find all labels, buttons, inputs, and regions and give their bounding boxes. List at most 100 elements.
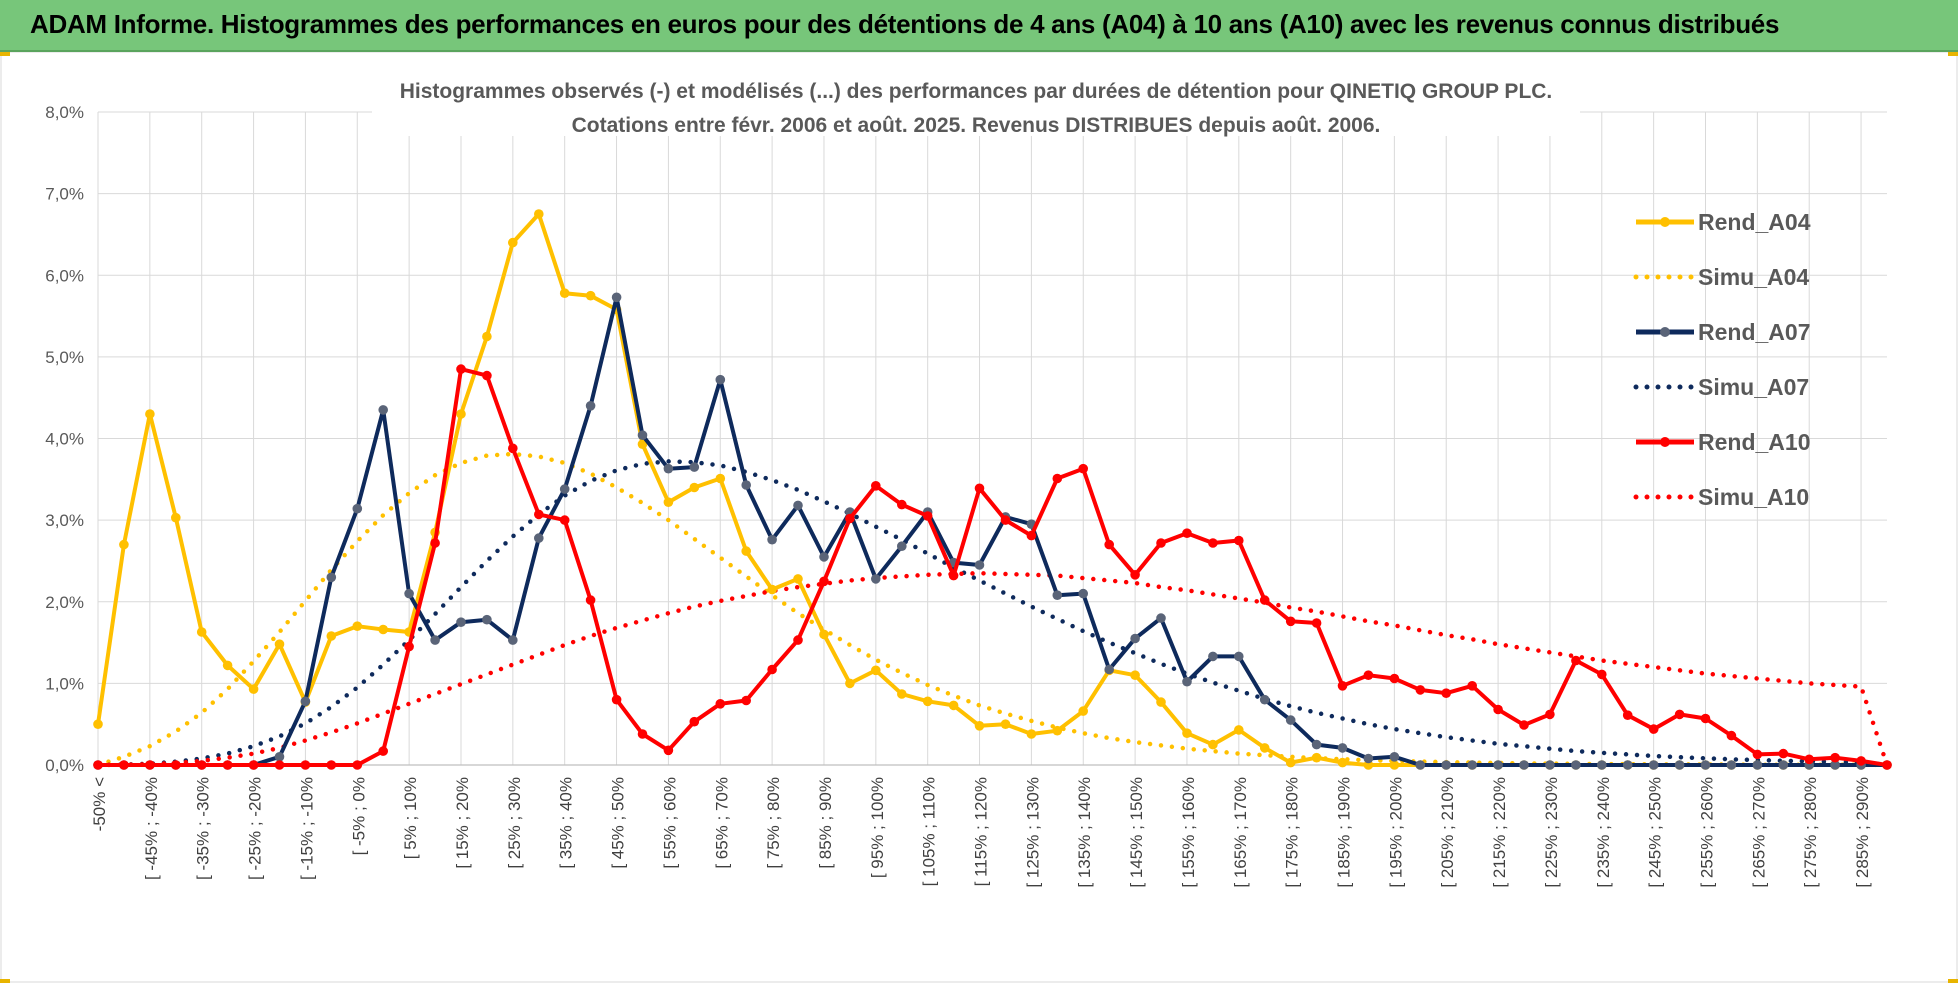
data-point-rend-a10 xyxy=(689,716,700,727)
y-tick-label: 0,0% xyxy=(45,756,84,775)
data-point-rend-a07 xyxy=(585,401,596,411)
data-point-rend-a10 xyxy=(1467,681,1477,691)
data-point-rend-a04 xyxy=(482,331,492,342)
x-tick-label: [ 95% ; 100% xyxy=(868,777,887,878)
data-point-rend-a10 xyxy=(637,729,648,739)
series-line-simu-a10 xyxy=(95,570,1890,768)
data-point-rend-a04 xyxy=(1285,757,1296,768)
x-tick-label: [ -35% ; -30% xyxy=(194,777,213,880)
data-point-rend-a07 xyxy=(508,635,518,645)
title-banner: ADAM Informe. Histogrammes des performan… xyxy=(0,0,1958,52)
data-point-rend-a07 xyxy=(1467,760,1477,770)
data-point-rend-a04 xyxy=(871,665,881,676)
x-tick-label: [ 195% ; 200% xyxy=(1386,777,1405,888)
data-point-rend-a07 xyxy=(534,533,544,543)
data-point-rend-a07 xyxy=(1259,694,1270,705)
y-tick-label: 8,0% xyxy=(45,103,84,122)
data-point-rend-a10 xyxy=(871,481,881,491)
data-point-rend-a10 xyxy=(378,746,389,756)
data-point-rend-a07 xyxy=(741,480,751,490)
data-point-rend-a07 xyxy=(559,484,570,494)
data-point-rend-a10 xyxy=(1208,538,1218,548)
data-point-rend-a07 xyxy=(1622,760,1633,770)
corner-marker xyxy=(1948,979,1958,983)
data-point-rend-a07 xyxy=(897,541,907,551)
data-point-rend-a10 xyxy=(845,513,855,524)
data-point-rend-a04 xyxy=(948,700,959,711)
data-point-rend-a10 xyxy=(1026,530,1037,541)
data-point-rend-a04 xyxy=(1000,719,1011,729)
data-point-rend-a07 xyxy=(456,617,466,627)
x-tick-label: [ 45% ; 50% xyxy=(609,777,628,869)
x-tick-label: [ 25% ; 30% xyxy=(505,777,524,869)
y-tick-label: 6,0% xyxy=(45,266,84,285)
data-point-rend-a10 xyxy=(767,664,777,675)
data-point-rend-a10 xyxy=(948,570,959,581)
data-point-rend-a10 xyxy=(1234,535,1244,546)
data-point-rend-a04 xyxy=(171,512,181,523)
data-point-rend-a10 xyxy=(1597,669,1607,680)
data-point-rend-a07 xyxy=(1752,760,1763,770)
data-point-rend-a07 xyxy=(1441,760,1451,770)
legend-label-simu-a10: Simu_A10 xyxy=(1698,484,1809,510)
series-line-rend-a10 xyxy=(98,367,1888,767)
title-background xyxy=(372,74,1580,136)
x-tick-label: [ -25% ; -20% xyxy=(246,777,265,880)
data-point-rend-a04 xyxy=(922,696,933,707)
chart-border xyxy=(0,52,1958,983)
data-point-rend-a10 xyxy=(171,760,181,770)
data-point-rend-a10 xyxy=(222,760,233,770)
x-tick-label: [ -15% ; -10% xyxy=(297,777,316,880)
data-point-rend-a07 xyxy=(1234,651,1244,662)
data-point-rend-a07 xyxy=(1545,760,1555,770)
data-point-rend-a04 xyxy=(1259,743,1270,753)
data-point-rend-a10 xyxy=(897,499,907,510)
data-point-rend-a10 xyxy=(300,760,311,770)
corner-marker xyxy=(0,979,10,983)
corner-marker xyxy=(1948,52,1958,56)
x-tick-label: [ 35% ; 40% xyxy=(557,777,576,869)
data-point-rend-a10 xyxy=(1052,473,1063,484)
data-point-rend-a10 xyxy=(482,370,492,381)
data-point-rend-a04 xyxy=(559,288,570,298)
chart-area: 0,0% 1,0% 2,0% 3,0% 4,0% 5,0% 6,0% 7,0% 8,0% -50… xyxy=(0,52,1958,983)
y-tick-label: 5,0% xyxy=(45,348,84,367)
data-point-rend-a10 xyxy=(1415,685,1426,695)
data-point-rend-a07 xyxy=(1156,613,1166,623)
data-point-rend-a07 xyxy=(715,374,726,385)
x-tick-label: [ 285% ; 290% xyxy=(1853,777,1872,888)
data-point-rend-a04 xyxy=(248,684,259,694)
x-tick-label: [ 125% ; 130% xyxy=(1023,777,1042,888)
data-point-rend-a10 xyxy=(1545,709,1555,720)
data-point-rend-a10 xyxy=(1778,748,1789,759)
data-point-rend-a10 xyxy=(274,760,285,770)
data-point-rend-a04 xyxy=(93,719,103,729)
legend-label-rend-a04: Rend_A04 xyxy=(1698,209,1811,235)
data-point-rend-a10 xyxy=(1830,752,1840,763)
data-point-rend-a07 xyxy=(1493,760,1503,770)
chart-subtitle: Cotations entre févr. 2006 et août. 2025… xyxy=(572,114,1381,137)
data-point-rend-a10 xyxy=(559,515,570,525)
data-point-rend-a04 xyxy=(1026,729,1037,739)
data-point-rend-a04 xyxy=(1337,757,1348,768)
x-tick-label: [ 215% ; 220% xyxy=(1490,777,1509,888)
data-point-rend-a04 xyxy=(1130,670,1140,680)
data-point-rend-a07 xyxy=(611,292,622,303)
data-point-rend-a04 xyxy=(1208,739,1218,750)
data-point-rend-a04 xyxy=(1078,706,1088,716)
x-axis: -50% < [ -45% ; -40% [ -35% ; -30% [ -25% ;… xyxy=(90,777,1872,888)
x-tick-label: [ -45% ; -40% xyxy=(142,777,161,880)
x-tick-label: -50% < xyxy=(90,777,109,831)
data-point-rend-a04 xyxy=(274,639,285,649)
x-tick-label: [ 105% ; 110% xyxy=(920,777,939,886)
data-point-rend-a10 xyxy=(1804,754,1814,765)
x-tick-label: [ 85% ; 90% xyxy=(816,777,835,869)
x-tick-label: [ 235% ; 240% xyxy=(1594,777,1613,888)
data-point-rend-a07 xyxy=(482,614,492,625)
data-point-rend-a10 xyxy=(508,443,518,454)
data-point-rend-a07 xyxy=(1519,760,1529,770)
data-point-rend-a10 xyxy=(1571,655,1581,666)
data-point-rend-a04 xyxy=(222,660,233,671)
data-point-rend-a04 xyxy=(689,482,700,493)
data-point-rend-a04 xyxy=(352,621,363,631)
